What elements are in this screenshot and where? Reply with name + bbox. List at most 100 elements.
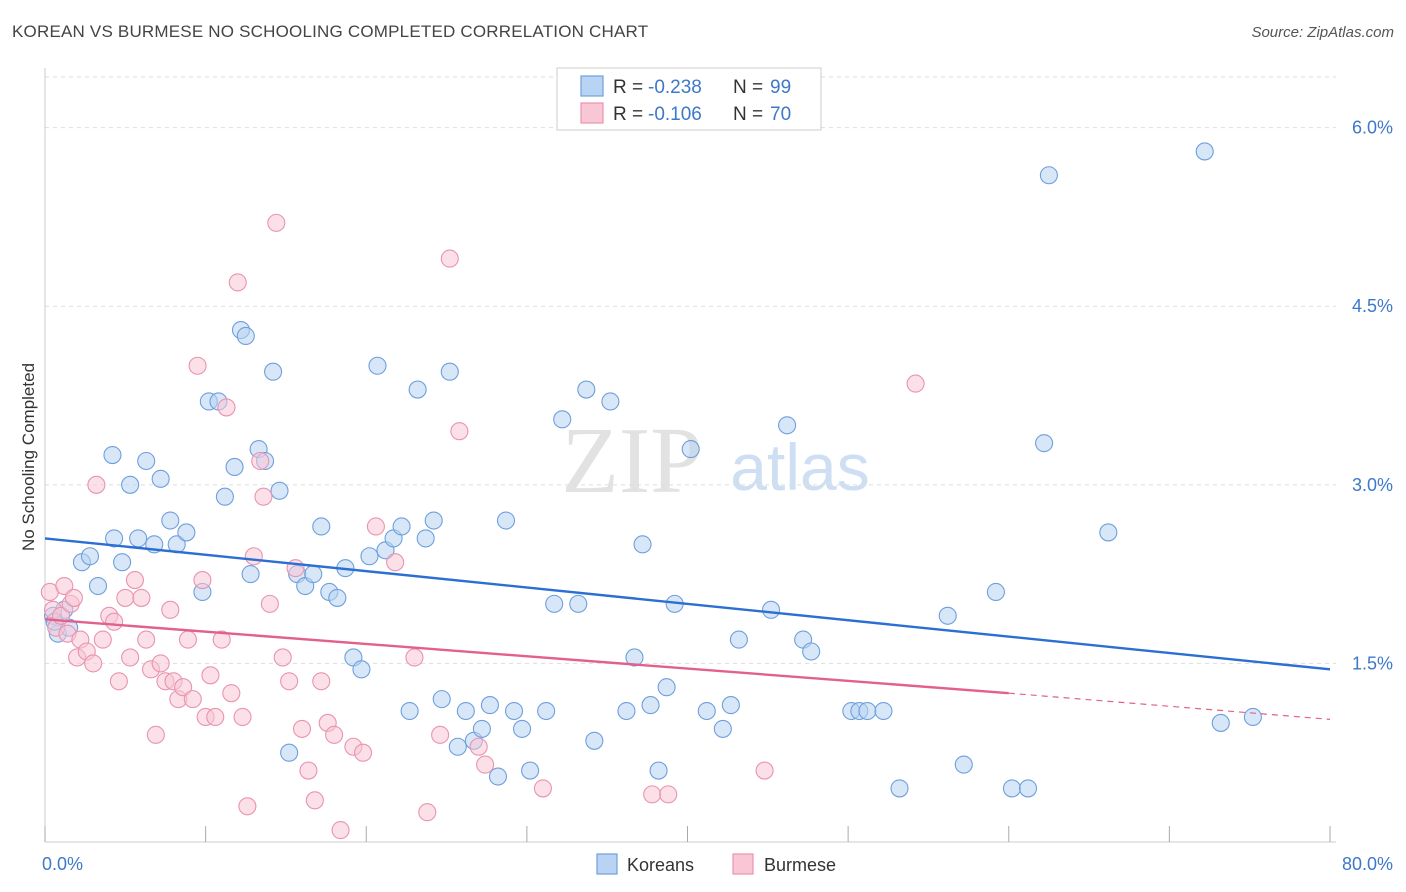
x-tick-label-max: 80.0% (1342, 854, 1393, 874)
korean-point (874, 701, 893, 721)
legend-r-value: -0.106 (648, 104, 702, 125)
burmese-point (212, 630, 231, 649)
burmese-point (353, 743, 373, 762)
burmese-point (299, 761, 318, 780)
burmese-point (251, 451, 270, 471)
burmese-point (292, 719, 312, 738)
burmese-point (188, 356, 207, 375)
korean-point (472, 719, 491, 738)
burmese-point (267, 213, 286, 232)
korean-point (456, 701, 475, 721)
burmese-trend-line (44, 618, 1009, 695)
korean-point (400, 701, 419, 721)
korean-point (215, 487, 234, 506)
korean-point (1018, 779, 1038, 798)
burmese-point (244, 547, 263, 566)
burmese-point (312, 672, 331, 691)
burmese-point (137, 630, 156, 649)
y-tick-label: 1.5% (1352, 653, 1393, 673)
burmese-point (109, 672, 128, 691)
korean-point (729, 630, 748, 649)
korean-trend-line (44, 537, 1331, 671)
korean-point (617, 701, 636, 721)
korean-point (137, 451, 156, 471)
korean-point (328, 588, 347, 607)
burmese-point (643, 785, 662, 804)
burmese-point (206, 707, 225, 727)
burmese-point (233, 707, 252, 727)
korean-point (1195, 142, 1214, 161)
burmese-point (305, 791, 324, 810)
burmese-point (121, 648, 140, 667)
burmese-point (238, 797, 257, 816)
burmese-point (132, 588, 151, 607)
korean-point (778, 416, 797, 435)
korean-point (88, 576, 108, 596)
korean-point (440, 362, 459, 381)
korean-point (1039, 166, 1058, 185)
korean-point (585, 731, 604, 750)
korean-point (304, 565, 323, 584)
burmese-point (84, 654, 103, 673)
chart-title: KOREAN VS BURMESE NO SCHOOLING COMPLETED… (12, 22, 649, 41)
korean-point (1243, 707, 1262, 727)
korean-point (151, 469, 170, 488)
korean-point (641, 696, 660, 715)
burmese-point (93, 630, 112, 649)
y-tick-labels: 1.5% 3.0% 4.5% 6.0% (1352, 118, 1393, 674)
burmese-point (450, 422, 469, 441)
korean-point (938, 606, 957, 625)
korean-point (601, 392, 620, 411)
korean-point (103, 445, 122, 465)
korean-point (161, 511, 180, 530)
burmese-point (325, 725, 344, 744)
burmese-point (254, 487, 273, 506)
burmese-point (273, 648, 292, 667)
burmese-point (146, 725, 165, 744)
korean-point (625, 648, 644, 667)
korean-point (713, 719, 732, 738)
burmese-point (174, 678, 193, 697)
korean-point (521, 761, 540, 780)
korean-point (657, 678, 676, 697)
legend-n-value: 99 (770, 77, 791, 98)
burmese-point (906, 374, 925, 393)
korean-point (496, 511, 516, 530)
burmese-point (116, 588, 135, 607)
x-tick-label-min: 0.0% (42, 854, 83, 874)
korean-point (424, 511, 443, 530)
burmese-point (64, 588, 83, 607)
y-tick-label: 6.0% (1352, 118, 1393, 138)
korean-point (105, 529, 124, 548)
burmese-point (260, 594, 279, 613)
korean-point (480, 696, 499, 715)
burmese-point (222, 684, 241, 703)
legend-n-label: N = (733, 104, 763, 125)
burmese-point (418, 803, 437, 822)
burmese-point (431, 725, 450, 744)
burmese-point (161, 600, 180, 619)
watermark-zip: ZIP (562, 409, 703, 513)
bottom-legend-swatch-burmese (732, 853, 754, 875)
burmese-point (386, 553, 405, 572)
korean-point (761, 600, 781, 619)
burmese-point (125, 571, 144, 590)
korean-point (113, 553, 132, 572)
x-ticks (44, 826, 1331, 842)
legend-n-value: 70 (770, 104, 791, 125)
korean-point (270, 481, 289, 500)
legend-swatch-koreans (580, 75, 604, 97)
burmese-point (755, 761, 774, 780)
legend-box: R = -0.238 N = 99 R = -0.106 N = 70 (556, 67, 822, 131)
burmese-point (366, 517, 385, 536)
y-tick-label: 3.0% (1352, 475, 1393, 495)
bottom-legend-koreans: Koreans (627, 855, 694, 875)
korean-point (80, 547, 100, 566)
burmese-point (105, 612, 124, 631)
korean-point (553, 410, 572, 429)
burmese-point (280, 672, 299, 691)
korean-point (1035, 434, 1054, 453)
korean-point (649, 761, 668, 780)
korean-point (858, 701, 877, 721)
